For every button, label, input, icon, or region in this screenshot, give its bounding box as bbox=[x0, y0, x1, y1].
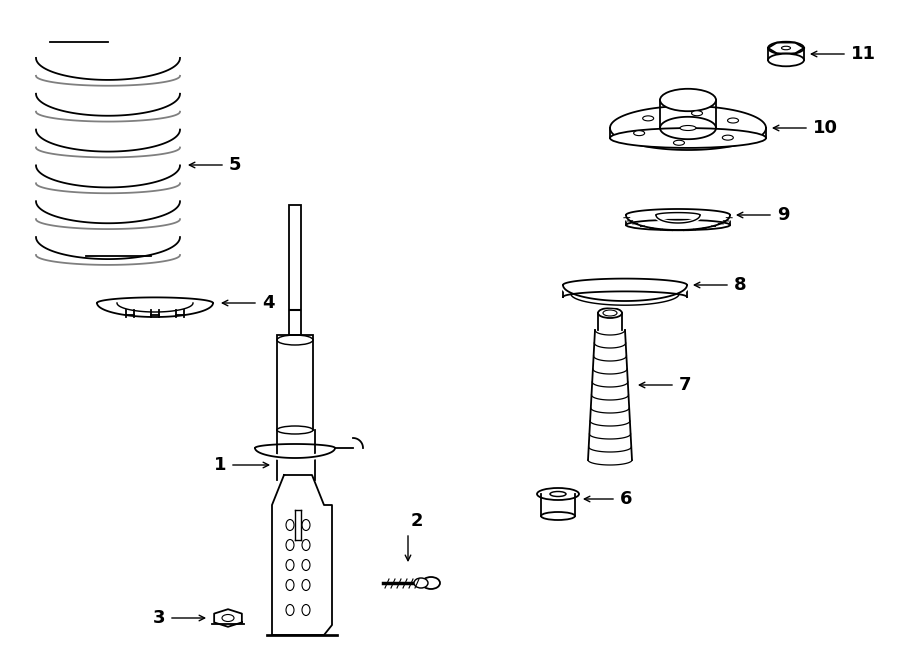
Ellipse shape bbox=[673, 140, 685, 145]
Ellipse shape bbox=[302, 539, 310, 551]
Ellipse shape bbox=[286, 520, 294, 531]
Ellipse shape bbox=[222, 615, 234, 621]
Ellipse shape bbox=[598, 308, 622, 318]
Ellipse shape bbox=[723, 135, 734, 140]
Ellipse shape bbox=[603, 310, 617, 316]
Text: 7: 7 bbox=[679, 376, 691, 394]
Text: 4: 4 bbox=[262, 294, 274, 312]
Ellipse shape bbox=[422, 577, 440, 589]
Ellipse shape bbox=[302, 559, 310, 570]
Ellipse shape bbox=[302, 520, 310, 531]
Text: 2: 2 bbox=[411, 512, 424, 530]
Text: 6: 6 bbox=[620, 490, 633, 508]
Ellipse shape bbox=[660, 89, 716, 111]
Ellipse shape bbox=[286, 605, 294, 615]
Text: 10: 10 bbox=[813, 119, 838, 137]
Ellipse shape bbox=[550, 492, 566, 496]
Text: 8: 8 bbox=[734, 276, 747, 294]
Ellipse shape bbox=[302, 580, 310, 590]
Ellipse shape bbox=[680, 126, 696, 130]
Ellipse shape bbox=[768, 42, 804, 54]
Ellipse shape bbox=[634, 131, 644, 136]
Ellipse shape bbox=[277, 426, 313, 434]
Ellipse shape bbox=[727, 118, 739, 123]
Text: 3: 3 bbox=[152, 609, 165, 627]
Text: 5: 5 bbox=[229, 156, 241, 174]
Ellipse shape bbox=[643, 116, 653, 121]
Ellipse shape bbox=[286, 559, 294, 570]
Ellipse shape bbox=[414, 578, 428, 588]
Text: 1: 1 bbox=[213, 456, 226, 474]
Ellipse shape bbox=[691, 111, 703, 116]
Text: 9: 9 bbox=[777, 206, 789, 224]
Ellipse shape bbox=[768, 54, 804, 66]
Ellipse shape bbox=[610, 128, 766, 148]
Ellipse shape bbox=[286, 580, 294, 590]
Ellipse shape bbox=[277, 335, 313, 345]
Ellipse shape bbox=[537, 488, 579, 500]
Ellipse shape bbox=[626, 219, 730, 230]
Ellipse shape bbox=[541, 512, 575, 520]
Ellipse shape bbox=[286, 539, 294, 551]
Bar bbox=[289, 205, 301, 335]
Bar bbox=[277, 335, 313, 430]
Text: 11: 11 bbox=[851, 45, 876, 63]
Ellipse shape bbox=[781, 46, 790, 50]
Ellipse shape bbox=[302, 605, 310, 615]
